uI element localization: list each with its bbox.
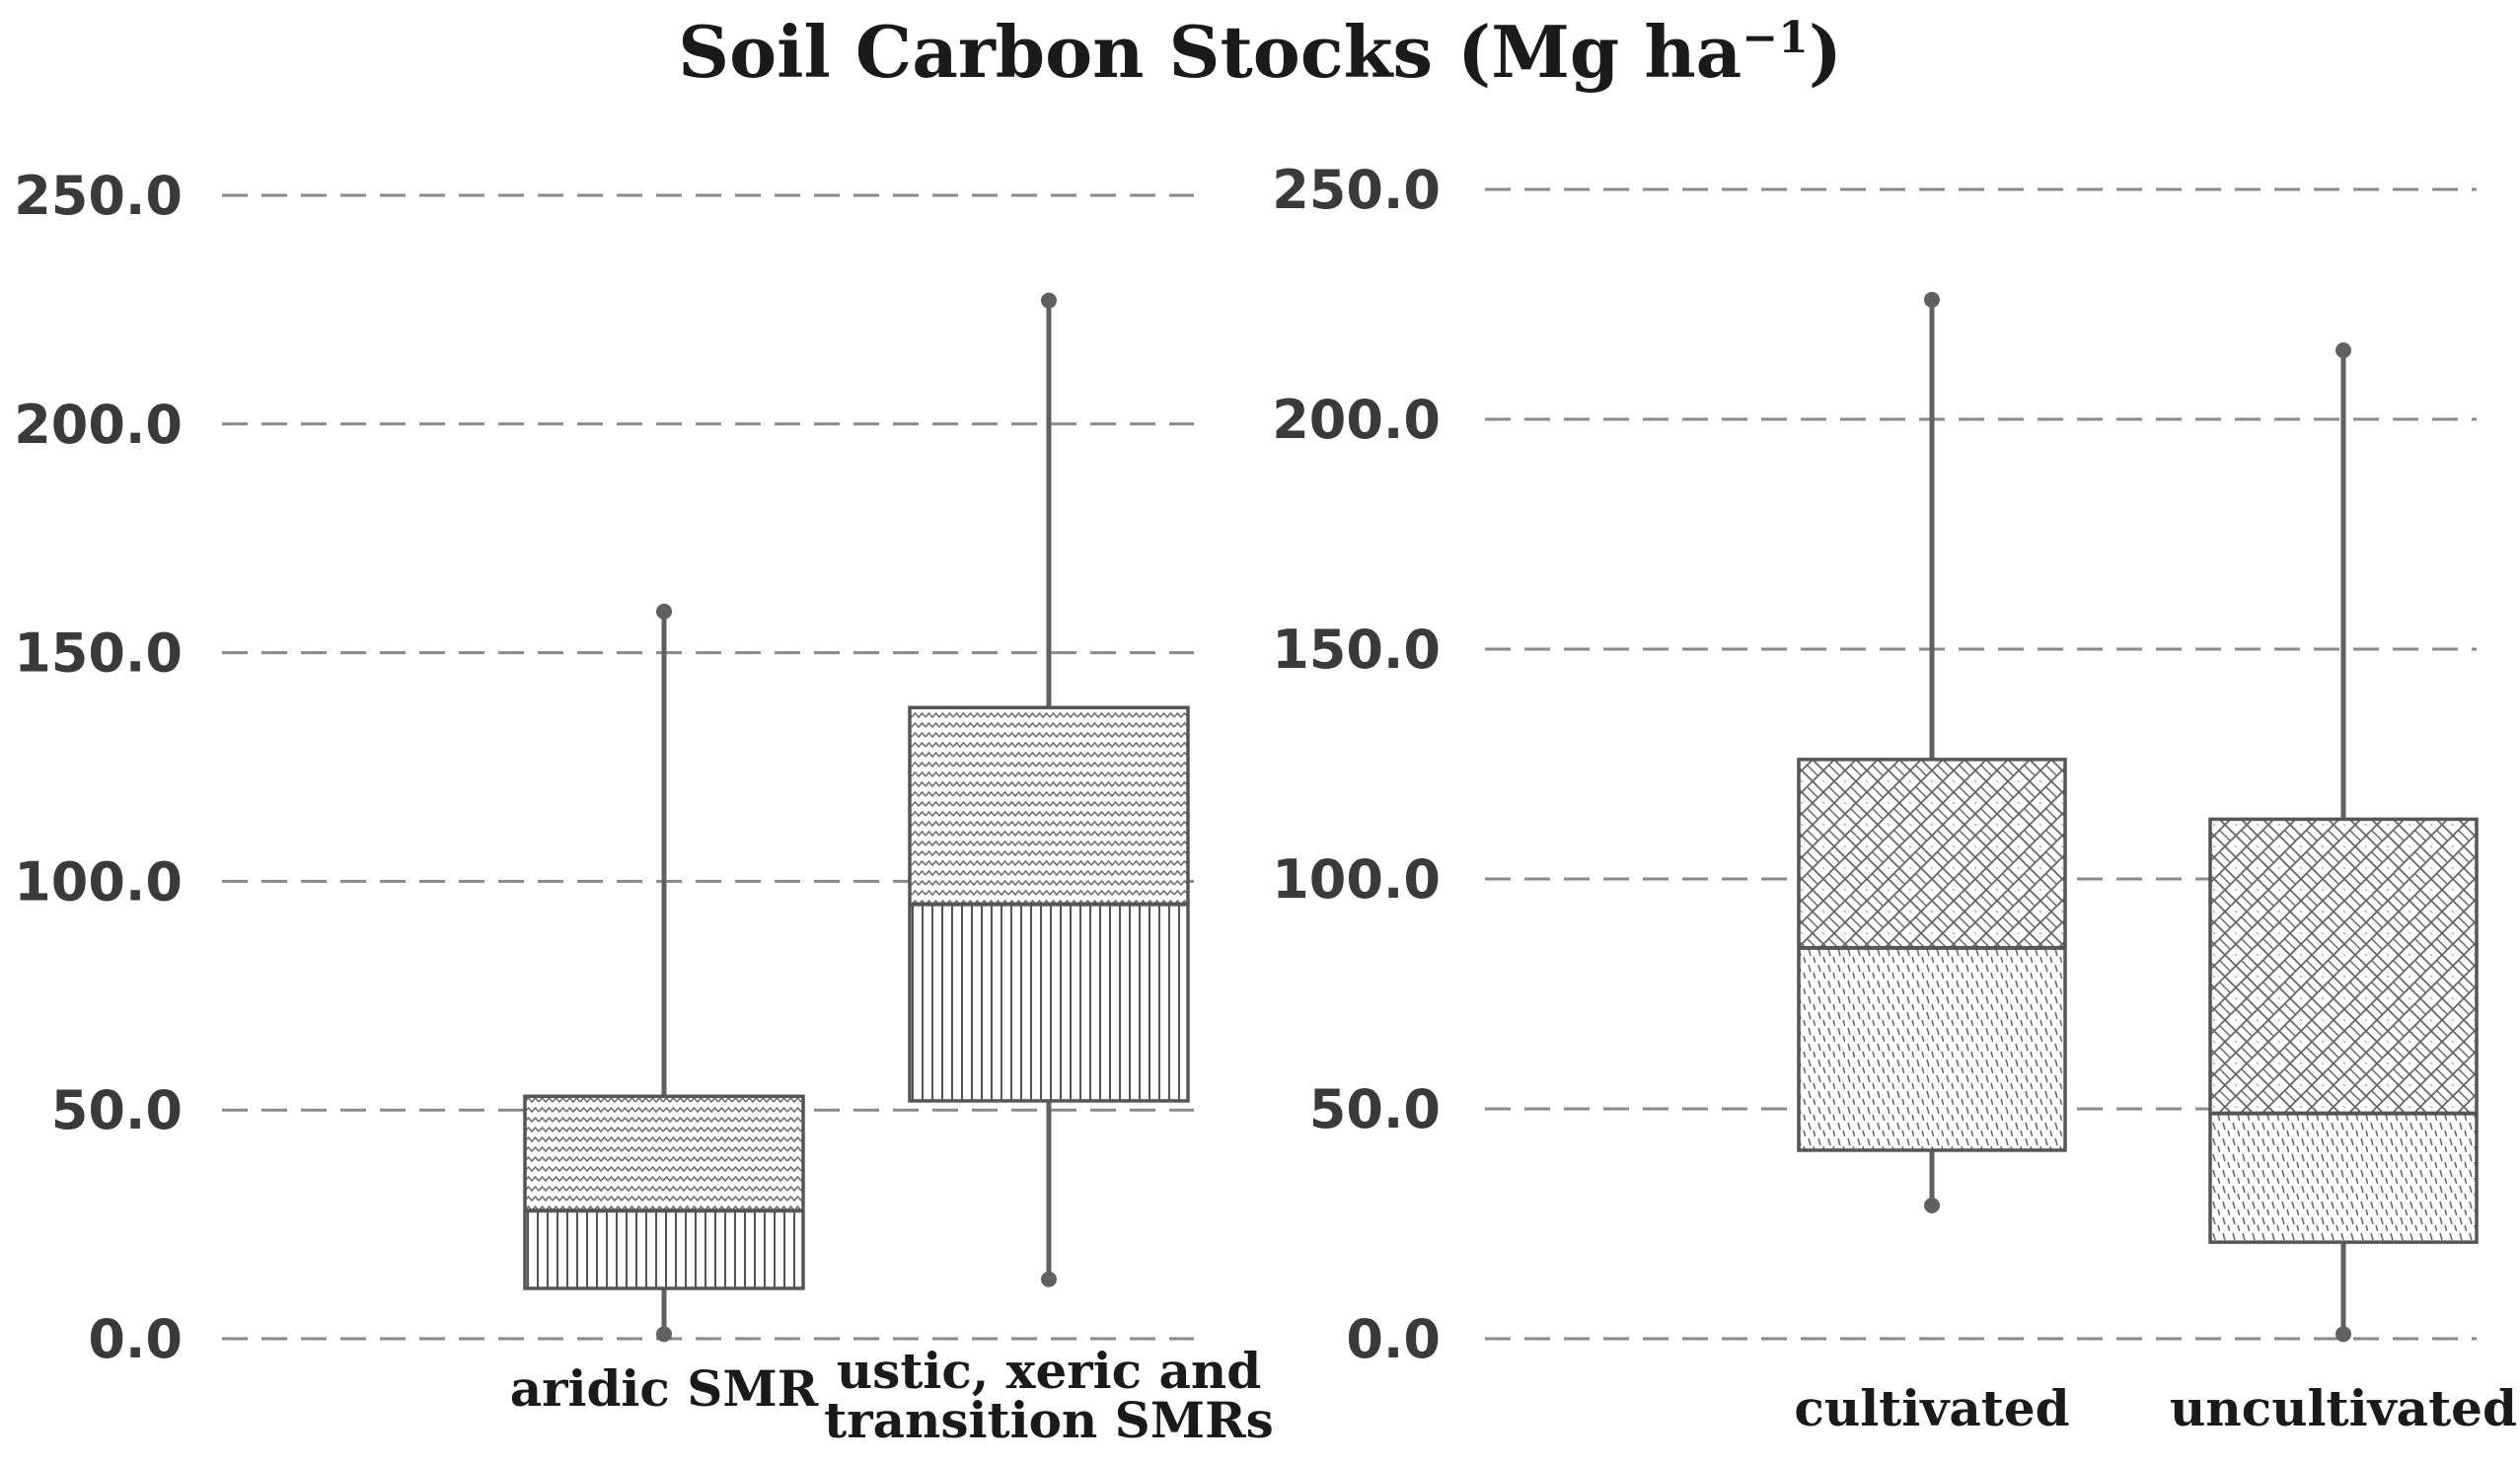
min-point <box>656 1326 672 1343</box>
chart-title-superscript: −1 <box>1742 13 1809 63</box>
category-label-line: transition SMRs <box>824 1391 1274 1449</box>
min-point <box>2335 1326 2351 1343</box>
box-1-2: ustic, xeric and transition SMRs <box>824 292 1274 1449</box>
y-tick-label: 200.0 <box>1272 389 1441 451</box>
y-tick-label: 0.0 <box>1346 1308 1441 1370</box>
max-point <box>1924 291 1940 308</box>
chart-title-suffix: ) <box>1808 10 1842 94</box>
upper-box-section <box>910 707 1188 905</box>
max-point <box>2335 342 2351 359</box>
category-label: uncultivated <box>2170 1379 2517 1437</box>
y-tick-label: 150.0 <box>14 622 183 685</box>
min-point <box>1041 1271 1057 1287</box>
max-point <box>1041 292 1057 309</box>
lower-box-section <box>2210 1113 2477 1243</box>
y-tick-label: 150.0 <box>1272 619 1441 681</box>
upper-box-section <box>525 1096 803 1211</box>
y-tick-label: 100.0 <box>1272 848 1441 911</box>
lower-box-section <box>910 904 1188 1101</box>
y-tick-label: 250.0 <box>14 165 183 227</box>
box-2-2: uncultivated <box>2170 342 2517 1437</box>
category-label: ustic, xeric and transition SMRs <box>824 1342 1274 1449</box>
max-point <box>656 603 672 620</box>
upper-box-section <box>1799 759 2065 948</box>
box-1-1: aridic SMR <box>510 603 819 1418</box>
category-label-line: ustic, xeric and <box>837 1342 1261 1400</box>
category-label-line: cultivated <box>1794 1379 2069 1437</box>
lower-box-section <box>525 1210 803 1289</box>
category-label: aridic SMR <box>510 1359 819 1418</box>
box-2-1: cultivated <box>1794 291 2070 1437</box>
box-outline <box>1797 758 2067 1152</box>
box-outline <box>523 1094 805 1290</box>
category-label-line: aridic SMR <box>510 1359 819 1418</box>
y-tick-label: 0.0 <box>88 1308 183 1370</box>
y-tick-label: 100.0 <box>14 850 183 913</box>
category-label: cultivated <box>1794 1379 2069 1437</box>
y-tick-label: 250.0 <box>1272 159 1441 221</box>
y-tick-label: 50.0 <box>1309 1078 1441 1140</box>
y-tick-label: 50.0 <box>51 1079 183 1141</box>
box-outline <box>2208 817 2479 1244</box>
category-label-line: uncultivated <box>2170 1379 2517 1437</box>
chart-title: Soil Carbon Stocks (Mg ha−1) <box>0 10 2520 94</box>
upper-box-section <box>2210 819 2477 1114</box>
chart-title-text: Soil Carbon Stocks (Mg ha <box>678 10 1742 94</box>
lower-box-section <box>1799 947 2065 1150</box>
y-tick-label: 200.0 <box>14 394 183 456</box>
panel-2: 0.0 50.0 100.0 150.0 200.0 250.0 cultivated unc… <box>1272 159 2517 1437</box>
min-point <box>1924 1197 1940 1213</box>
